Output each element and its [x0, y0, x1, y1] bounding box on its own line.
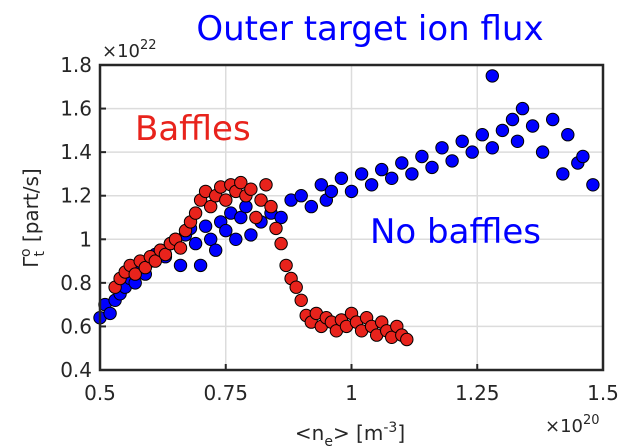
- x-tick-label: 1.5: [587, 381, 619, 405]
- data-point: [188, 206, 203, 220]
- data-point: [254, 193, 268, 207]
- x-tick-label: 1: [345, 381, 358, 405]
- data-point: [485, 69, 499, 83]
- x-axis-label: <ne> [m-3]: [295, 420, 405, 447]
- data-point: [324, 184, 339, 199]
- data-point: [435, 141, 449, 155]
- data-point: [364, 178, 379, 192]
- data-point: [400, 332, 414, 347]
- data-point: [556, 167, 570, 181]
- data-point: [294, 293, 308, 307]
- y-tick-label: 1.2: [60, 184, 92, 208]
- data-point: [204, 199, 218, 214]
- data-point: [515, 101, 530, 116]
- axis-ticks: 0.5 0.75 1 1.25 1.5 0.4 0.6 0.8 1 1.2 1.4 1.6 1.8: [60, 53, 619, 405]
- annotation-no-baffles: No baffles: [370, 212, 541, 252]
- data-point: [314, 178, 328, 192]
- annotation-baffles: Baffles: [135, 109, 251, 149]
- data-point: [274, 210, 288, 225]
- data-point: [405, 167, 419, 181]
- data-point: [576, 149, 590, 164]
- data-point: [475, 128, 489, 142]
- y-tick-label: 1.4: [60, 140, 92, 164]
- data-point: [561, 128, 575, 142]
- data-point: [193, 258, 208, 273]
- data-point: [198, 219, 213, 233]
- chart-title: Outer target ion flux: [196, 9, 543, 49]
- y-tick-label: 1.8: [60, 53, 92, 77]
- series-baffles: [108, 175, 414, 347]
- data-point: [234, 210, 248, 225]
- data-point: [264, 199, 278, 214]
- data-point: [259, 178, 273, 192]
- y-tick-label: 0.8: [60, 271, 92, 295]
- data-point: [294, 189, 308, 203]
- data-point: [188, 236, 203, 251]
- data-point: [148, 254, 163, 268]
- data-point: [289, 280, 303, 294]
- series-no-baffles: [93, 69, 600, 325]
- data-point: [505, 112, 520, 127]
- x-multiplier: ×1020: [545, 413, 600, 437]
- data-point: [304, 199, 318, 214]
- data-point: [219, 193, 233, 207]
- data-point: [209, 243, 223, 257]
- data-point: [525, 119, 540, 133]
- data-point: [269, 221, 283, 236]
- data-point: [395, 156, 409, 170]
- y-tick-label: 1.6: [60, 97, 92, 121]
- data-point: [173, 241, 188, 255]
- data-point: [128, 267, 142, 281]
- data-point: [586, 178, 600, 192]
- data-point: [535, 145, 550, 159]
- y-tick-label: 0.4: [60, 358, 92, 382]
- data-point: [455, 134, 469, 149]
- data-point: [415, 149, 429, 164]
- data-point: [279, 258, 293, 273]
- data-point: [249, 210, 263, 225]
- y-tick-label: 0.6: [60, 314, 92, 338]
- data-point: [158, 247, 173, 262]
- data-point: [425, 160, 439, 175]
- data-point: [103, 306, 117, 321]
- data-point: [138, 260, 153, 275]
- data-point: [204, 232, 218, 247]
- data-point: [344, 184, 359, 199]
- data-point: [219, 223, 233, 238]
- data-point: [495, 123, 510, 138]
- data-point: [510, 134, 525, 149]
- data-point: [546, 112, 560, 127]
- y-tick-label: 1: [79, 227, 92, 251]
- data-point: [334, 171, 349, 186]
- data-point: [274, 236, 288, 251]
- x-tick-label: 1.25: [455, 381, 500, 405]
- scatter-points: [93, 69, 600, 347]
- x-tick-label: 0.75: [203, 381, 248, 405]
- data-point: [485, 141, 499, 155]
- data-point: [375, 162, 389, 177]
- x-tick-label: 0.5: [84, 381, 116, 405]
- data-point: [229, 232, 243, 247]
- data-point: [244, 228, 258, 242]
- data-point: [465, 145, 479, 159]
- data-point: [173, 258, 188, 273]
- data-point: [445, 154, 459, 168]
- data-point: [385, 171, 399, 186]
- data-point: [244, 182, 258, 196]
- data-point: [354, 167, 369, 181]
- data-point: [234, 175, 248, 190]
